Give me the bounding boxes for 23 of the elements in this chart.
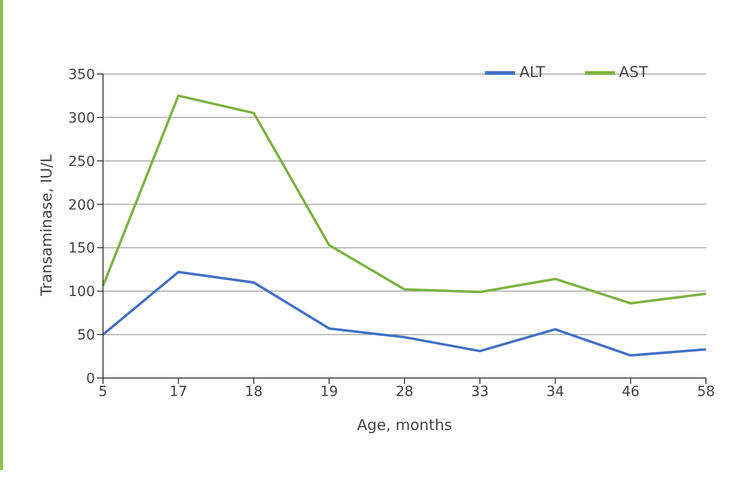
line-series bbox=[102, 94, 708, 305]
x-tick-label: 17 bbox=[169, 384, 188, 400]
x-tick-label: 34 bbox=[546, 384, 564, 400]
y-tick-label: 50 bbox=[77, 328, 95, 344]
line-series bbox=[102, 270, 708, 357]
x-tick-label: 33 bbox=[470, 384, 489, 400]
legend-label: ALT bbox=[519, 63, 546, 82]
x-axis-title: Age, months bbox=[356, 416, 452, 434]
x-tick-label: 28 bbox=[396, 384, 414, 400]
x-tick-label: 18 bbox=[244, 384, 263, 400]
x-tick-label: 58 bbox=[697, 384, 715, 400]
x-tick-label: 19 bbox=[320, 384, 338, 400]
y-tick-label: 300 bbox=[68, 110, 95, 126]
y-tick-label: 150 bbox=[68, 240, 95, 257]
y-axis-title: Transaminase, IU/L bbox=[37, 154, 56, 297]
x-tick-label: 46 bbox=[622, 384, 640, 400]
x-tick-label: 5 bbox=[98, 384, 108, 400]
y-tick-label: 100 bbox=[68, 284, 95, 300]
y-tick-label: 250 bbox=[68, 154, 95, 170]
legend-label: AST bbox=[619, 63, 648, 82]
y-tick-label: 0 bbox=[86, 370, 95, 387]
y-tick-label: 200 bbox=[68, 197, 95, 214]
y-tick-label: 350 bbox=[68, 66, 95, 83]
